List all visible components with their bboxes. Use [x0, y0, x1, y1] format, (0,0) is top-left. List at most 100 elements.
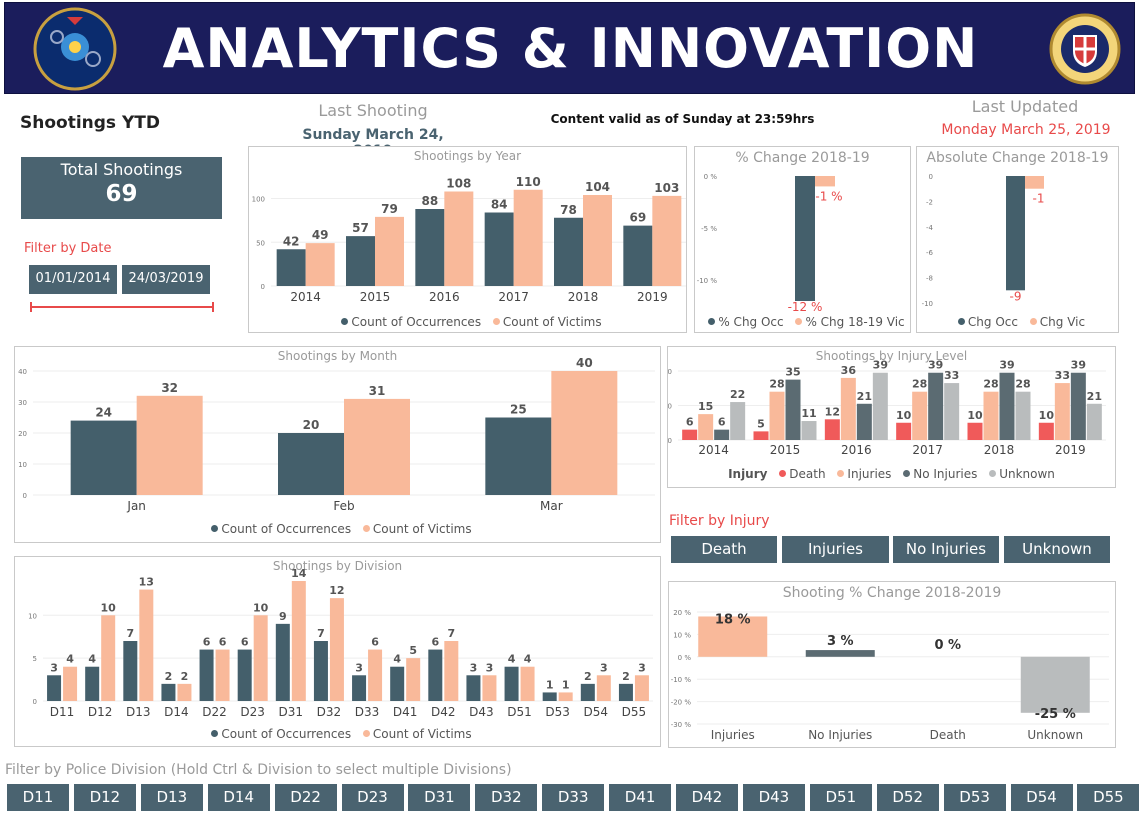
division-filter-d33[interactable]: D33: [542, 784, 605, 811]
data-label: 110: [516, 175, 541, 189]
bar-count-of-occurrences: [352, 675, 367, 701]
x-tick-label: 2019: [637, 290, 668, 304]
division-filter-d55[interactable]: D55: [1077, 784, 1140, 811]
data-label: 49: [312, 228, 329, 242]
data-label: 12: [825, 405, 840, 418]
data-label: 79: [381, 202, 398, 216]
y-tick-label: 30: [18, 399, 27, 407]
bar-death: [753, 431, 769, 440]
data-label: 88: [421, 194, 438, 208]
total-shootings-card: Total Shootings 69: [21, 157, 222, 219]
division-filter-d53[interactable]: D53: [943, 784, 1006, 811]
injury-filter-no-injuries[interactable]: No Injuries: [893, 536, 999, 563]
data-label: 5: [757, 417, 765, 430]
data-label: 39: [1071, 359, 1086, 372]
filter-by-date-label: Filter by Date: [24, 241, 112, 256]
shootings-by-injury-panel: Shootings by Injury Level 0 20 40 6 15 6 22 201…: [667, 346, 1116, 488]
data-label: 3: [50, 661, 58, 674]
bar-count-of-occurrences: [123, 641, 138, 701]
x-tick-label: D54: [584, 705, 609, 719]
bar-death: [824, 419, 840, 440]
data-label: 18 %: [715, 612, 751, 627]
data-label: 6: [219, 636, 227, 649]
bar-count-of-occurrences: [199, 649, 214, 701]
bar-count-of-victims: [583, 195, 612, 286]
x-tick-label: 2017: [912, 443, 943, 457]
division-filter-d52[interactable]: D52: [876, 784, 939, 811]
date-range-slider[interactable]: [26, 300, 218, 314]
bar-count-of-occurrences: [580, 683, 595, 701]
division-filter-d42[interactable]: D42: [676, 784, 738, 811]
bar-count-of-occurrences: [618, 683, 633, 701]
end-date-input[interactable]: 24/03/2019: [122, 265, 210, 294]
bar-count-of-victims: [368, 649, 383, 701]
division-filter-d31[interactable]: D31: [408, 784, 471, 811]
injury-filter-death[interactable]: Death: [671, 536, 777, 563]
bar-death: [896, 422, 912, 440]
division-filter-d11[interactable]: D11: [7, 784, 69, 811]
division-filter-d14[interactable]: D14: [207, 784, 270, 811]
bar-unknown: [1020, 656, 1090, 713]
data-label: 2: [584, 670, 592, 683]
bar--chg-18-19-vic: [815, 176, 835, 187]
data-label: 4: [524, 653, 532, 666]
data-label: 4: [88, 653, 96, 666]
x-tick-label: D41: [393, 705, 418, 719]
bar-count-of-occurrences: [485, 417, 552, 495]
legend: % Chg Occ % Chg 18-19 Vic: [695, 315, 910, 329]
y-tick-label: 20: [668, 403, 672, 411]
filter-by-division-label: Filter by Police Division (Hold Ctrl & D…: [5, 762, 512, 778]
division-filter-d43[interactable]: D43: [742, 784, 805, 811]
bar-count-of-victims: [375, 216, 404, 286]
x-tick-label: D55: [622, 705, 647, 719]
data-label: 13: [139, 576, 154, 589]
chart-title: Shooting % Change 2018-2019: [782, 585, 1002, 601]
bar-count-of-occurrences: [504, 666, 519, 701]
bar-count-of-victims: [329, 598, 344, 701]
x-tick-label: 2015: [770, 443, 801, 457]
y-tick-label: -10 %: [697, 277, 718, 285]
bar-injuries: [769, 391, 785, 440]
bar-count-of-victims: [444, 191, 474, 286]
bar-no-injuries: [805, 650, 875, 657]
pct-change-injury-chart: 20 % 10 % 0 % -10 % -20 % -30 % 18 % Injuries 3 …: [671, 609, 1109, 742]
shootings-by-month-chart: 0 10 20 30 40 24 32 Jan 20 31 Feb 25 40 Mar: [18, 356, 655, 513]
y-tick-label: 10: [18, 461, 27, 469]
division-filter-d54[interactable]: D54: [1010, 784, 1073, 811]
injury-filter-injuries[interactable]: Injuries: [782, 536, 889, 563]
bar-injuries: [698, 414, 714, 440]
shootings-by-year-panel: Shootings by Year 0 50 100 42 49 2014 57 79 2015…: [248, 146, 687, 333]
y-tick-label: -6: [926, 249, 934, 257]
x-tick-label: D32: [317, 705, 342, 719]
data-label: 57: [352, 221, 369, 235]
pct-change-chart: 0 % -5 % -10 % -12 % -1 %: [697, 173, 843, 313]
y-tick-label: 0 %: [704, 173, 718, 181]
division-filter-d23[interactable]: D23: [341, 784, 404, 811]
shootings-by-division-panel: Shootings by Division 0 5 10 3 4 D11 4 10 D12 7 13…: [14, 556, 661, 747]
bar-no-injuries: [1070, 372, 1086, 440]
y-tick-label: 5: [33, 655, 37, 663]
data-label: 15: [698, 400, 713, 413]
data-label: 3: [638, 661, 646, 674]
x-tick-label: Injuries: [711, 728, 755, 742]
data-label: 5: [409, 644, 417, 657]
data-label: -9: [1010, 289, 1022, 303]
division-filter-d12[interactable]: D12: [73, 784, 136, 811]
data-label: 69: [629, 211, 646, 225]
data-label: 2: [181, 670, 189, 683]
division-filter-d51[interactable]: D51: [809, 784, 872, 811]
division-filter-d22[interactable]: D22: [274, 784, 337, 811]
division-filter-d41[interactable]: D41: [609, 784, 672, 811]
division-filter-d13[interactable]: D13: [140, 784, 203, 811]
start-date-input[interactable]: 01/01/2014: [29, 265, 117, 294]
x-tick-label: 2016: [841, 443, 872, 457]
data-label: 10: [253, 601, 269, 614]
x-tick-label: No Injuries: [808, 728, 872, 742]
injury-filter-unknown[interactable]: Unknown: [1004, 536, 1110, 563]
legend-injuries: Injuries: [847, 467, 892, 481]
division-filter-d32[interactable]: D32: [475, 784, 538, 811]
bar-death: [967, 422, 983, 440]
data-label: 39: [928, 359, 943, 372]
data-label: -1: [1033, 192, 1045, 206]
data-label: 40: [576, 356, 593, 370]
